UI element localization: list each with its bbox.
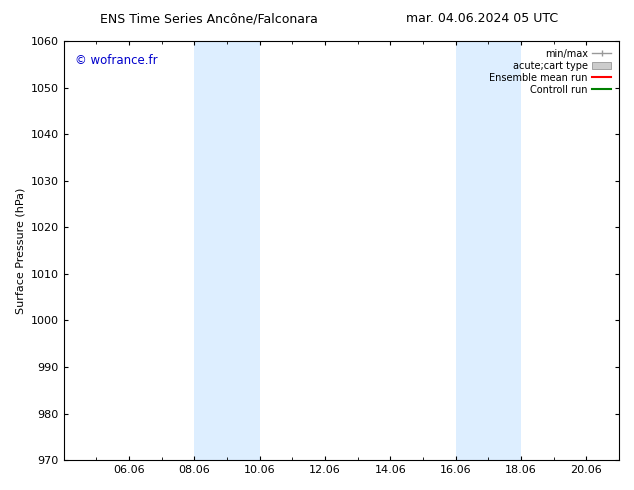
- Bar: [456, 41, 521, 460]
- Legend: min/max, acute;cart type, Ensemble mean run, Controll run: min/max, acute;cart type, Ensemble mean …: [486, 46, 614, 98]
- Text: mar. 04.06.2024 05 UTC: mar. 04.06.2024 05 UTC: [406, 12, 558, 25]
- Bar: [194, 41, 259, 460]
- Y-axis label: Surface Pressure (hPa): Surface Pressure (hPa): [15, 187, 25, 314]
- Text: © wofrance.fr: © wofrance.fr: [75, 53, 157, 67]
- Text: ENS Time Series Ancône/Falconara: ENS Time Series Ancône/Falconara: [100, 12, 318, 25]
